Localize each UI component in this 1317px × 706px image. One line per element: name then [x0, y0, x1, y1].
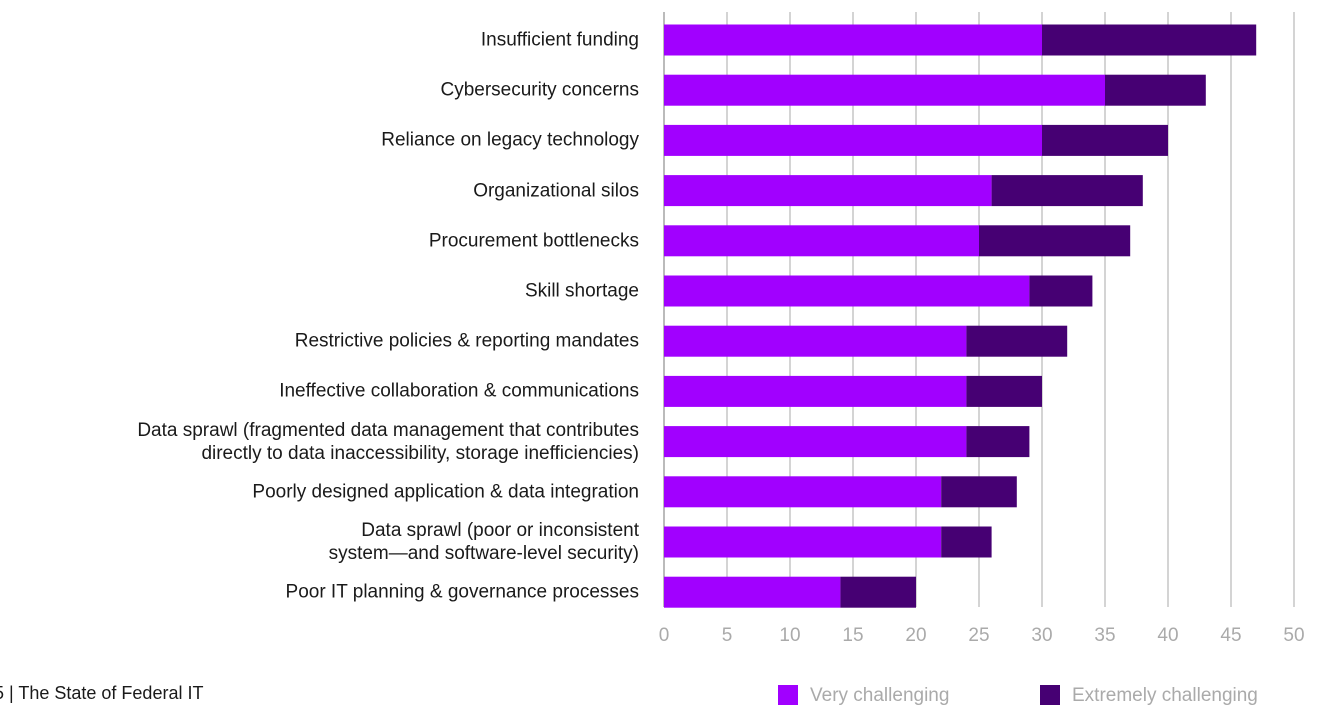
- x-tick-label: 0: [659, 625, 670, 646]
- category-label: Organizational silos: [473, 180, 639, 202]
- x-tick-label: 45: [1220, 625, 1241, 646]
- bar-segment: [941, 526, 992, 558]
- bar-segment: [664, 526, 942, 558]
- x-tick-label: 20: [905, 625, 926, 646]
- bar-segment: [664, 74, 1105, 106]
- x-tick-label: 5: [722, 625, 733, 646]
- x-tick-label: 10: [779, 625, 800, 646]
- category-label: Insufficient funding: [480, 29, 639, 51]
- bar-segment: [664, 225, 979, 257]
- category-label: Restrictive policies & reporting mandate…: [294, 330, 639, 352]
- bar-segment: [664, 175, 992, 207]
- bar-segment: [1042, 124, 1168, 156]
- category-label: Data sprawl (poor or inconsistent system…: [328, 520, 639, 564]
- bar-segment: [1042, 24, 1257, 56]
- bar-segment: [664, 24, 1042, 56]
- bar-segment: [966, 426, 1030, 458]
- legend-swatch: [1040, 685, 1060, 705]
- x-tick-label: 40: [1157, 625, 1178, 646]
- bar-segment: [966, 325, 1068, 357]
- bar-segment: [991, 175, 1143, 207]
- legend-label: Extremely challenging: [1072, 685, 1258, 706]
- x-tick-label: 30: [1031, 625, 1052, 646]
- category-label: Skill shortage: [524, 280, 639, 302]
- x-tick-label: 50: [1283, 625, 1304, 646]
- bar-segment: [840, 576, 916, 608]
- category-label: Ineffective collaboration & communicatio…: [279, 380, 639, 402]
- bar-segment: [664, 426, 967, 458]
- x-tick-label: 15: [842, 625, 863, 646]
- bar-segment: [664, 325, 967, 357]
- bar-segment: [1029, 275, 1093, 307]
- category-label: Procurement bottlenecks: [428, 230, 639, 252]
- category-label: Data sprawl (fragmented data management …: [137, 419, 639, 464]
- bar-segment: [664, 275, 1030, 307]
- bar-segment: [664, 476, 942, 508]
- category-label: Poorly designed application & data integ…: [252, 481, 639, 503]
- category-label: Cybersecurity concerns: [440, 79, 639, 101]
- category-label: Reliance on legacy technology: [381, 129, 639, 151]
- bar-segment: [1105, 74, 1206, 106]
- bar-segment: [941, 476, 1017, 508]
- legend-swatch: [778, 685, 798, 705]
- bar-segment: [664, 124, 1042, 156]
- bar-segment: [966, 375, 1042, 407]
- x-tick-label: 35: [1094, 625, 1115, 646]
- bar-segment: [664, 576, 841, 608]
- legend-label: Very challenging: [810, 685, 949, 706]
- footer: 5 | The State of Federal IT: [0, 683, 204, 703]
- bar-segment: [664, 375, 967, 407]
- category-label: Poor IT planning & governance processes: [285, 581, 639, 603]
- x-tick-label: 25: [968, 625, 989, 646]
- bar-segment: [979, 225, 1131, 257]
